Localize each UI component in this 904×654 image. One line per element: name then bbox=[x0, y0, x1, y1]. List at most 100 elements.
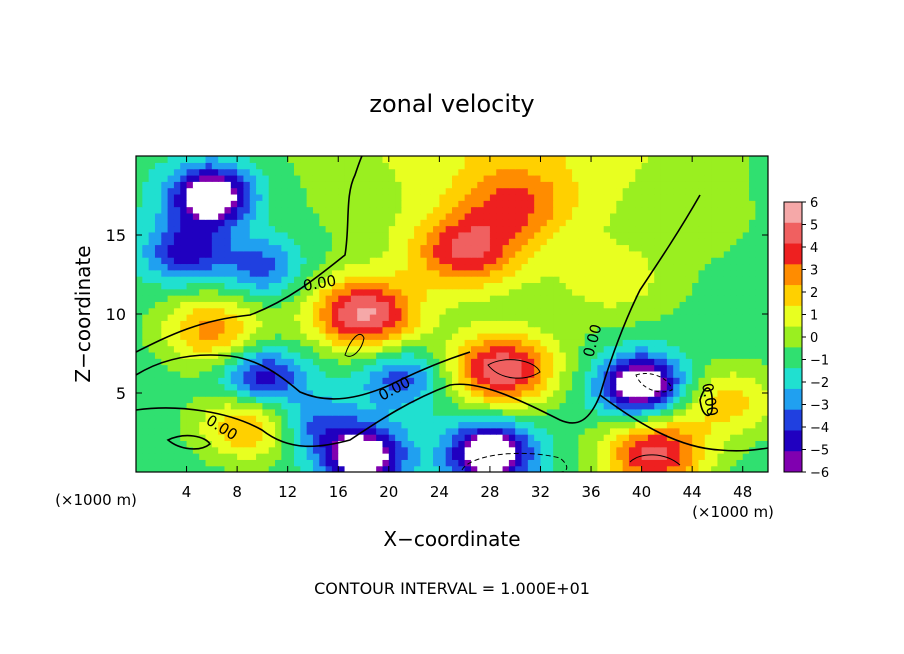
heatmap-cell bbox=[603, 219, 611, 227]
heatmap-cell bbox=[281, 358, 289, 366]
heatmap-cell bbox=[173, 282, 181, 290]
heatmap-cell bbox=[761, 206, 768, 214]
heatmap-cell bbox=[622, 206, 630, 214]
heatmap-cell bbox=[711, 314, 719, 321]
heatmap-cell bbox=[395, 320, 403, 328]
heatmap-cell bbox=[180, 269, 188, 277]
heatmap-cell bbox=[736, 276, 744, 283]
heatmap-cell bbox=[395, 219, 403, 227]
heatmap-cell bbox=[578, 389, 586, 397]
heatmap-cell bbox=[489, 396, 497, 404]
heatmap-cell bbox=[717, 219, 725, 227]
heatmap-cell bbox=[660, 434, 668, 441]
heatmap-cell bbox=[755, 187, 763, 195]
heatmap-cell bbox=[433, 364, 440, 372]
heatmap-cell bbox=[496, 307, 504, 315]
heatmap-cell bbox=[489, 193, 497, 201]
heatmap-cell bbox=[723, 307, 731, 315]
heatmap-cell bbox=[489, 434, 497, 441]
heatmap-cell bbox=[338, 301, 346, 309]
heatmap-cell bbox=[641, 206, 649, 214]
heatmap-cell bbox=[306, 276, 314, 283]
heatmap-cell bbox=[414, 156, 421, 163]
heatmap-cell bbox=[755, 459, 763, 467]
heatmap-cell bbox=[679, 212, 687, 220]
heatmap-cell bbox=[136, 301, 143, 309]
heatmap-cell bbox=[331, 434, 339, 441]
heatmap-cell bbox=[704, 453, 712, 460]
heatmap-cell bbox=[154, 320, 162, 328]
heatmap-cell bbox=[275, 288, 282, 296]
heatmap-cell bbox=[647, 257, 655, 265]
heatmap-cell bbox=[477, 269, 485, 277]
heatmap-cell bbox=[173, 238, 181, 246]
heatmap-cell bbox=[711, 427, 719, 435]
heatmap-cell bbox=[584, 307, 592, 315]
heatmap-cell bbox=[452, 162, 459, 170]
heatmap-cell bbox=[464, 250, 472, 258]
heatmap-cell bbox=[211, 339, 219, 347]
heatmap-cell bbox=[603, 225, 611, 233]
heatmap-cell bbox=[167, 244, 175, 252]
heatmap-cell bbox=[268, 269, 276, 277]
heatmap-cell bbox=[439, 181, 447, 189]
heatmap-cell bbox=[173, 326, 181, 334]
heatmap-cell bbox=[331, 187, 339, 195]
heatmap-cell bbox=[502, 162, 510, 170]
heatmap-cell bbox=[736, 187, 744, 195]
heatmap-cell bbox=[565, 326, 573, 334]
heatmap-cell bbox=[407, 389, 415, 397]
heatmap-cell bbox=[350, 389, 358, 397]
heatmap-cell bbox=[376, 238, 384, 246]
heatmap-cell bbox=[489, 257, 497, 265]
heatmap-cell bbox=[508, 332, 516, 340]
heatmap-cell bbox=[692, 351, 700, 359]
heatmap-cell bbox=[597, 415, 605, 423]
heatmap-cell bbox=[483, 364, 491, 372]
heatmap-cell bbox=[660, 257, 668, 265]
heatmap-cell bbox=[382, 206, 390, 214]
heatmap-cell bbox=[584, 364, 592, 372]
heatmap-cell bbox=[382, 276, 390, 283]
heatmap-cell bbox=[376, 314, 384, 321]
heatmap-cell bbox=[591, 396, 598, 404]
heatmap-cell bbox=[515, 225, 523, 233]
heatmap-cell bbox=[458, 301, 466, 309]
heatmap-cell bbox=[224, 434, 232, 441]
heatmap-cell bbox=[395, 269, 403, 277]
heatmap-cell bbox=[553, 219, 561, 227]
heatmap-cell bbox=[192, 301, 200, 309]
heatmap-cell bbox=[635, 434, 643, 441]
heatmap-cell bbox=[382, 174, 390, 182]
heatmap-cell bbox=[357, 415, 365, 423]
heatmap-cell bbox=[610, 377, 617, 385]
heatmap-cell bbox=[142, 339, 150, 347]
heatmap-cell bbox=[483, 396, 491, 404]
heatmap-cell bbox=[167, 377, 175, 385]
heatmap-cell bbox=[489, 351, 497, 359]
heatmap-cell bbox=[736, 370, 744, 378]
heatmap-cell bbox=[142, 453, 150, 460]
heatmap-cell bbox=[211, 263, 219, 271]
heatmap-cell bbox=[603, 465, 611, 472]
heatmap-cell bbox=[192, 181, 200, 189]
heatmap-cell bbox=[382, 200, 390, 208]
heatmap-cell bbox=[433, 427, 440, 435]
heatmap-cell bbox=[496, 219, 504, 227]
heatmap-cell bbox=[723, 162, 731, 170]
heatmap-cell bbox=[199, 358, 207, 366]
heatmap-cell bbox=[350, 295, 358, 302]
heatmap-cell bbox=[515, 427, 523, 435]
heatmap-cell bbox=[553, 238, 561, 246]
heatmap-cell bbox=[294, 377, 301, 385]
heatmap-cell bbox=[546, 389, 554, 397]
heatmap-cell bbox=[660, 244, 668, 252]
heatmap-cell bbox=[192, 174, 200, 182]
heatmap-cell bbox=[268, 181, 276, 189]
heatmap-cell bbox=[470, 174, 478, 182]
heatmap-cell bbox=[673, 351, 681, 359]
heatmap-cell bbox=[319, 276, 327, 283]
heatmap-cell bbox=[325, 421, 333, 429]
heatmap-cell bbox=[527, 408, 535, 416]
heatmap-cell bbox=[420, 295, 428, 302]
